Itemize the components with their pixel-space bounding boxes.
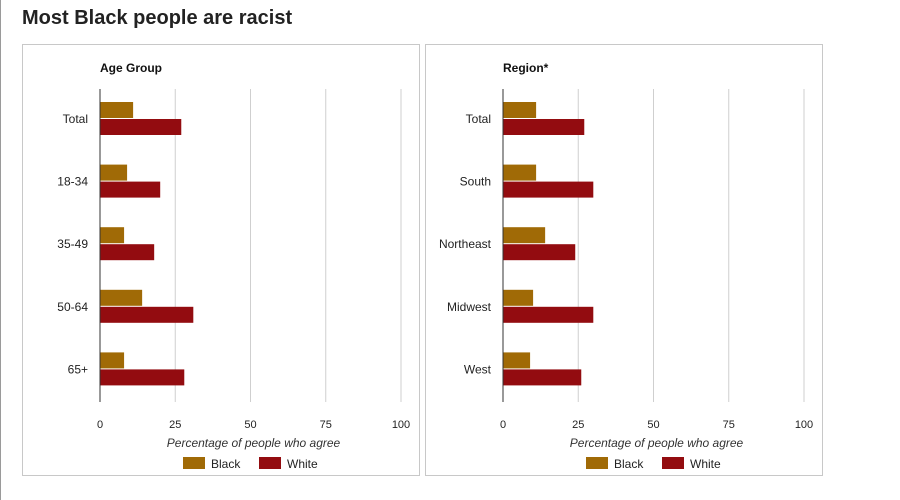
- bar-black-west: [503, 352, 531, 369]
- chart-age-group: Age Group Total 18-34 35-49 50-64 65+ 0 25 50 75 1…: [57, 61, 410, 471]
- x-tick-label-25: 25: [169, 419, 181, 431]
- bar-black-65: [100, 352, 125, 369]
- x-tick-label-75: 75: [320, 419, 332, 431]
- x-tick-label-75: 75: [723, 419, 735, 431]
- category-label-35-49: 35-49: [57, 237, 88, 251]
- x-tick-label-25: 25: [572, 419, 584, 431]
- bar-white-65: [100, 369, 185, 386]
- category-label-south: South: [460, 175, 491, 189]
- legend-swatch-black: [183, 457, 205, 469]
- chart-region: Region* Total South Northeast Midwest West 0 25…: [439, 61, 813, 471]
- category-label-65: 65+: [68, 362, 88, 376]
- bar-black-total: [100, 102, 134, 118]
- bar-white-midwest: [503, 306, 594, 323]
- category-label-18-34: 18-34: [57, 175, 88, 189]
- bar-white-18-34: [100, 181, 161, 198]
- category-label-50-64: 50-64: [57, 300, 88, 314]
- panel-title: Age Group: [100, 61, 162, 75]
- x-axis-title: Percentage of people who agree: [570, 436, 744, 450]
- bar-white-south: [503, 181, 594, 198]
- panel-title: Region*: [503, 61, 549, 75]
- category-label-midwest: Midwest: [447, 300, 492, 314]
- bar-black-south: [503, 164, 537, 181]
- bar-white-west: [503, 369, 582, 386]
- x-tick-label-0: 0: [500, 419, 506, 431]
- bar-white-northeast: [503, 244, 576, 261]
- x-axis-title: Percentage of people who agree: [167, 436, 341, 450]
- legend-label-white: White: [690, 457, 721, 471]
- bar-white-50-64: [100, 306, 194, 323]
- x-tick-label-50: 50: [647, 419, 659, 431]
- panel-age-group: Age Group Total 18-34 35-49 50-64 65+ 0 25 50 75 1…: [22, 44, 420, 476]
- legend-swatch-black: [586, 457, 608, 469]
- legend-swatch-white: [259, 457, 281, 469]
- bar-black-total: [503, 102, 537, 118]
- legend-swatch-white: [662, 457, 684, 469]
- x-tick-label-0: 0: [97, 419, 103, 431]
- window-left-border: [0, 0, 1, 500]
- bar-black-50-64: [100, 289, 143, 306]
- legend-label-white: White: [287, 457, 318, 471]
- legend-label-black: Black: [614, 457, 644, 471]
- panel-region: Region* Total South Northeast Midwest West 0 25…: [425, 44, 823, 476]
- bar-white-total: [503, 119, 585, 135]
- legend-label-black: Black: [211, 457, 241, 471]
- category-label-northeast: Northeast: [439, 237, 492, 251]
- page-title: Most Black people are racist: [22, 7, 293, 29]
- x-tick-label-100: 100: [795, 419, 813, 431]
- category-label-total: Total: [466, 112, 491, 126]
- category-label-total: Total: [63, 112, 88, 126]
- category-label-west: West: [464, 362, 492, 376]
- x-tick-label-50: 50: [244, 419, 256, 431]
- bar-black-18-34: [100, 164, 128, 181]
- bar-white-35-49: [100, 244, 155, 261]
- bar-white-total: [100, 119, 182, 135]
- bar-black-35-49: [100, 227, 125, 244]
- bar-black-midwest: [503, 289, 534, 306]
- bar-black-northeast: [503, 227, 546, 244]
- x-tick-label-100: 100: [392, 419, 410, 431]
